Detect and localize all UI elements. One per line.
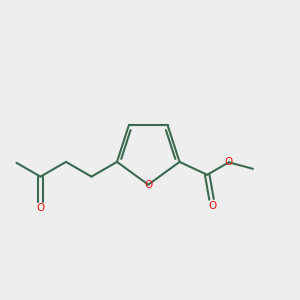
- Text: O: O: [225, 157, 233, 167]
- Text: O: O: [208, 201, 216, 211]
- Text: O: O: [144, 180, 152, 190]
- Text: O: O: [36, 203, 45, 213]
